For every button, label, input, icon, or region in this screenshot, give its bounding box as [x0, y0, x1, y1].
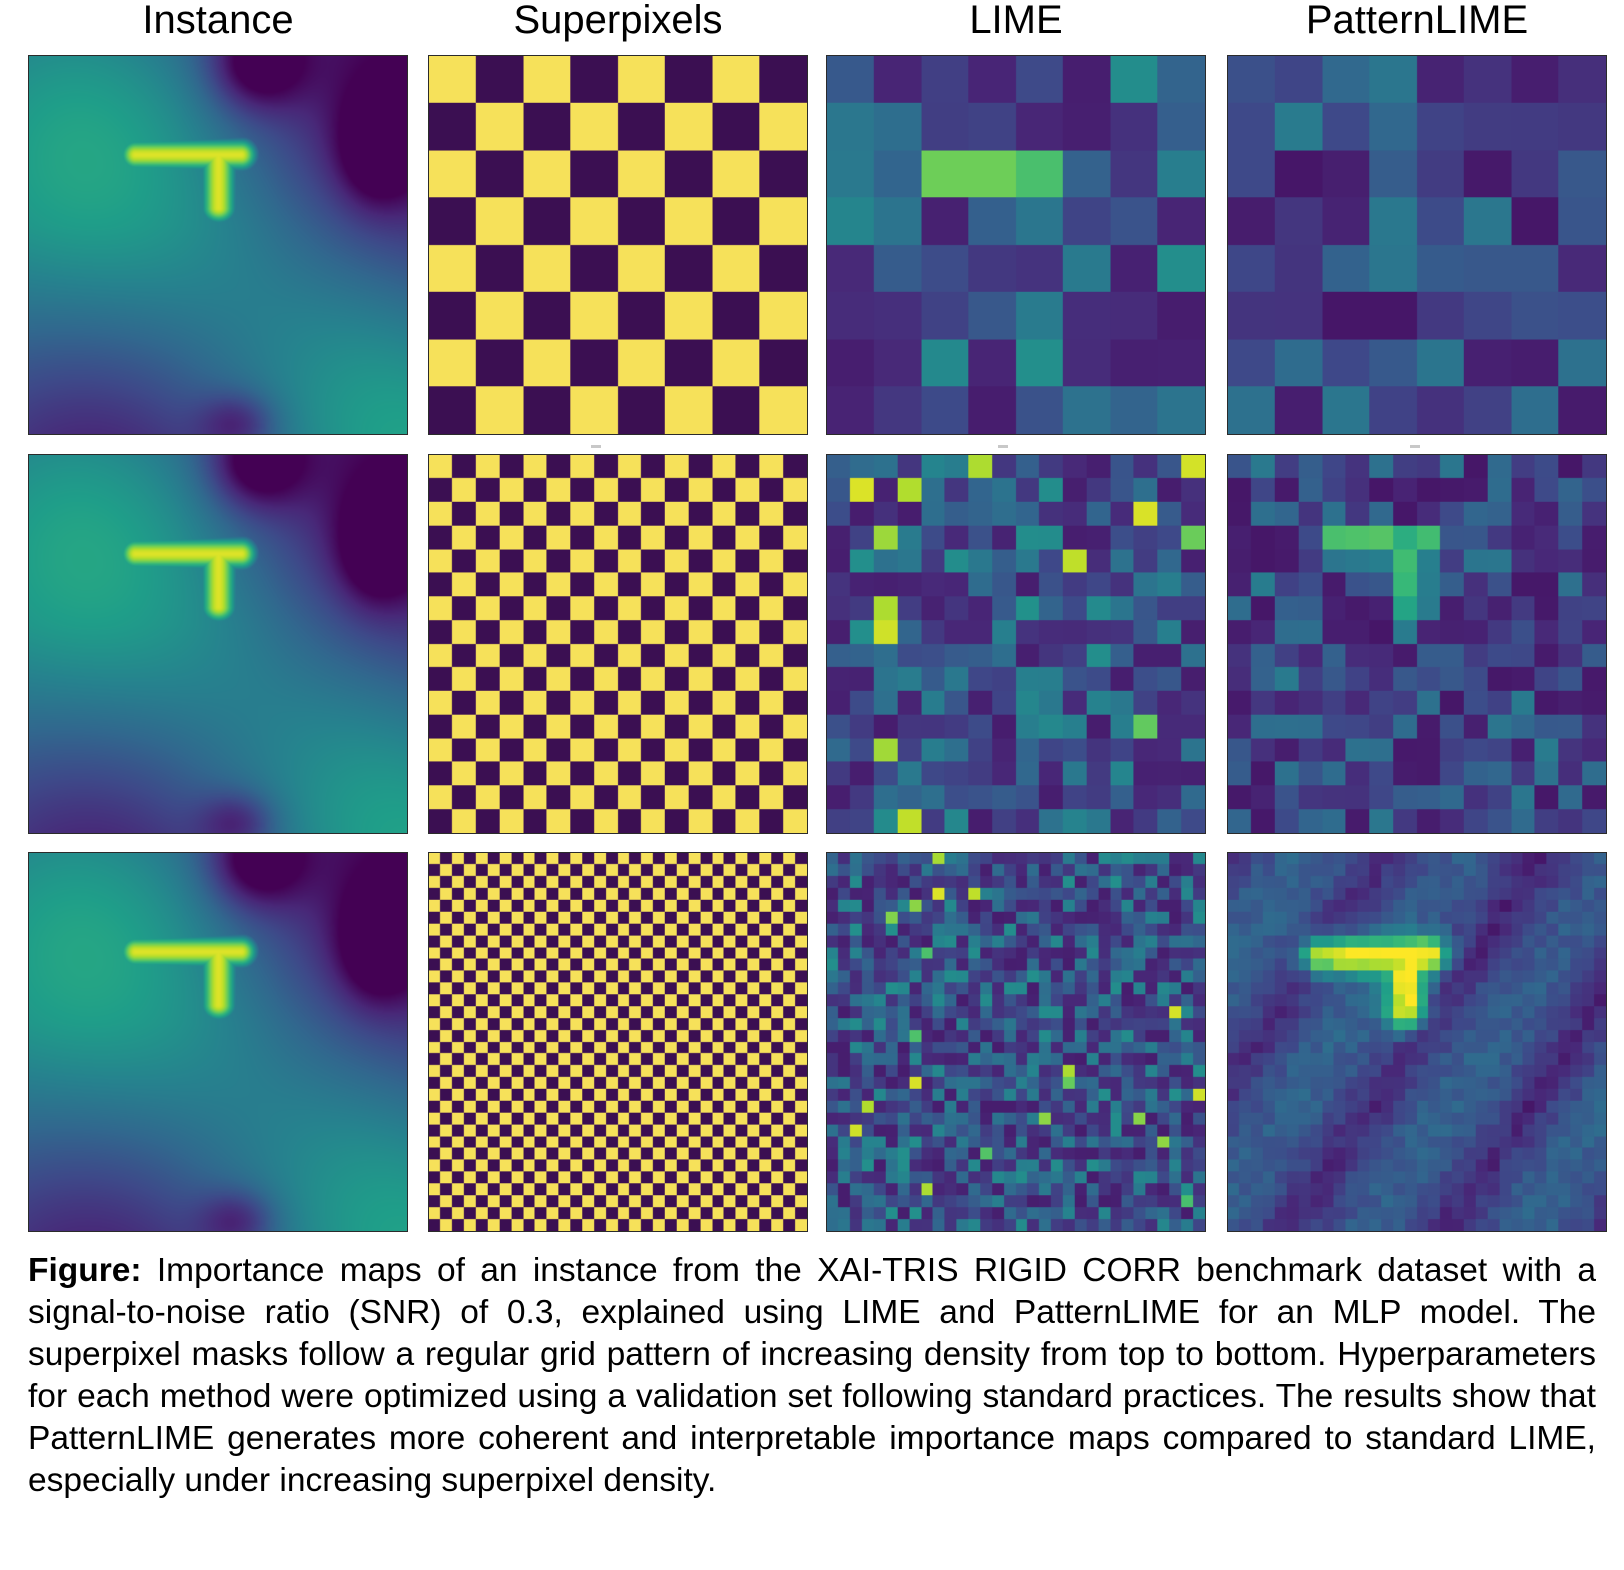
row-2-patternlime-map	[1227, 454, 1607, 834]
row-1-instance-map	[28, 55, 408, 435]
row-3-patternlime-map	[1227, 852, 1607, 1232]
caption-text: Importance maps of an instance from the …	[28, 1252, 1596, 1499]
column-header-instance: Instance	[142, 0, 294, 42]
column-header-lime: LIME	[969, 0, 1063, 42]
tick-mark	[591, 445, 601, 448]
row-2-superpixels-mask	[428, 454, 808, 834]
row-1-patternlime-map	[1227, 55, 1607, 435]
row-3-superpixels-mask	[428, 852, 808, 1232]
figure-caption: Figure: Importance maps of an instance f…	[28, 1250, 1596, 1502]
row-1-lime-map	[826, 55, 1206, 435]
row-3-instance-map	[28, 852, 408, 1232]
row-2-lime-map	[826, 454, 1206, 834]
row-1-superpixels-mask	[428, 55, 808, 435]
caption-label: Figure:	[28, 1252, 142, 1289]
row-3-lime-map	[826, 852, 1206, 1232]
column-header-superpixels: Superpixels	[513, 0, 723, 42]
tick-mark	[1410, 445, 1420, 448]
column-header-patternlime: PatternLIME	[1305, 0, 1529, 42]
row-2-instance-map	[28, 454, 408, 834]
tick-mark	[998, 445, 1008, 448]
